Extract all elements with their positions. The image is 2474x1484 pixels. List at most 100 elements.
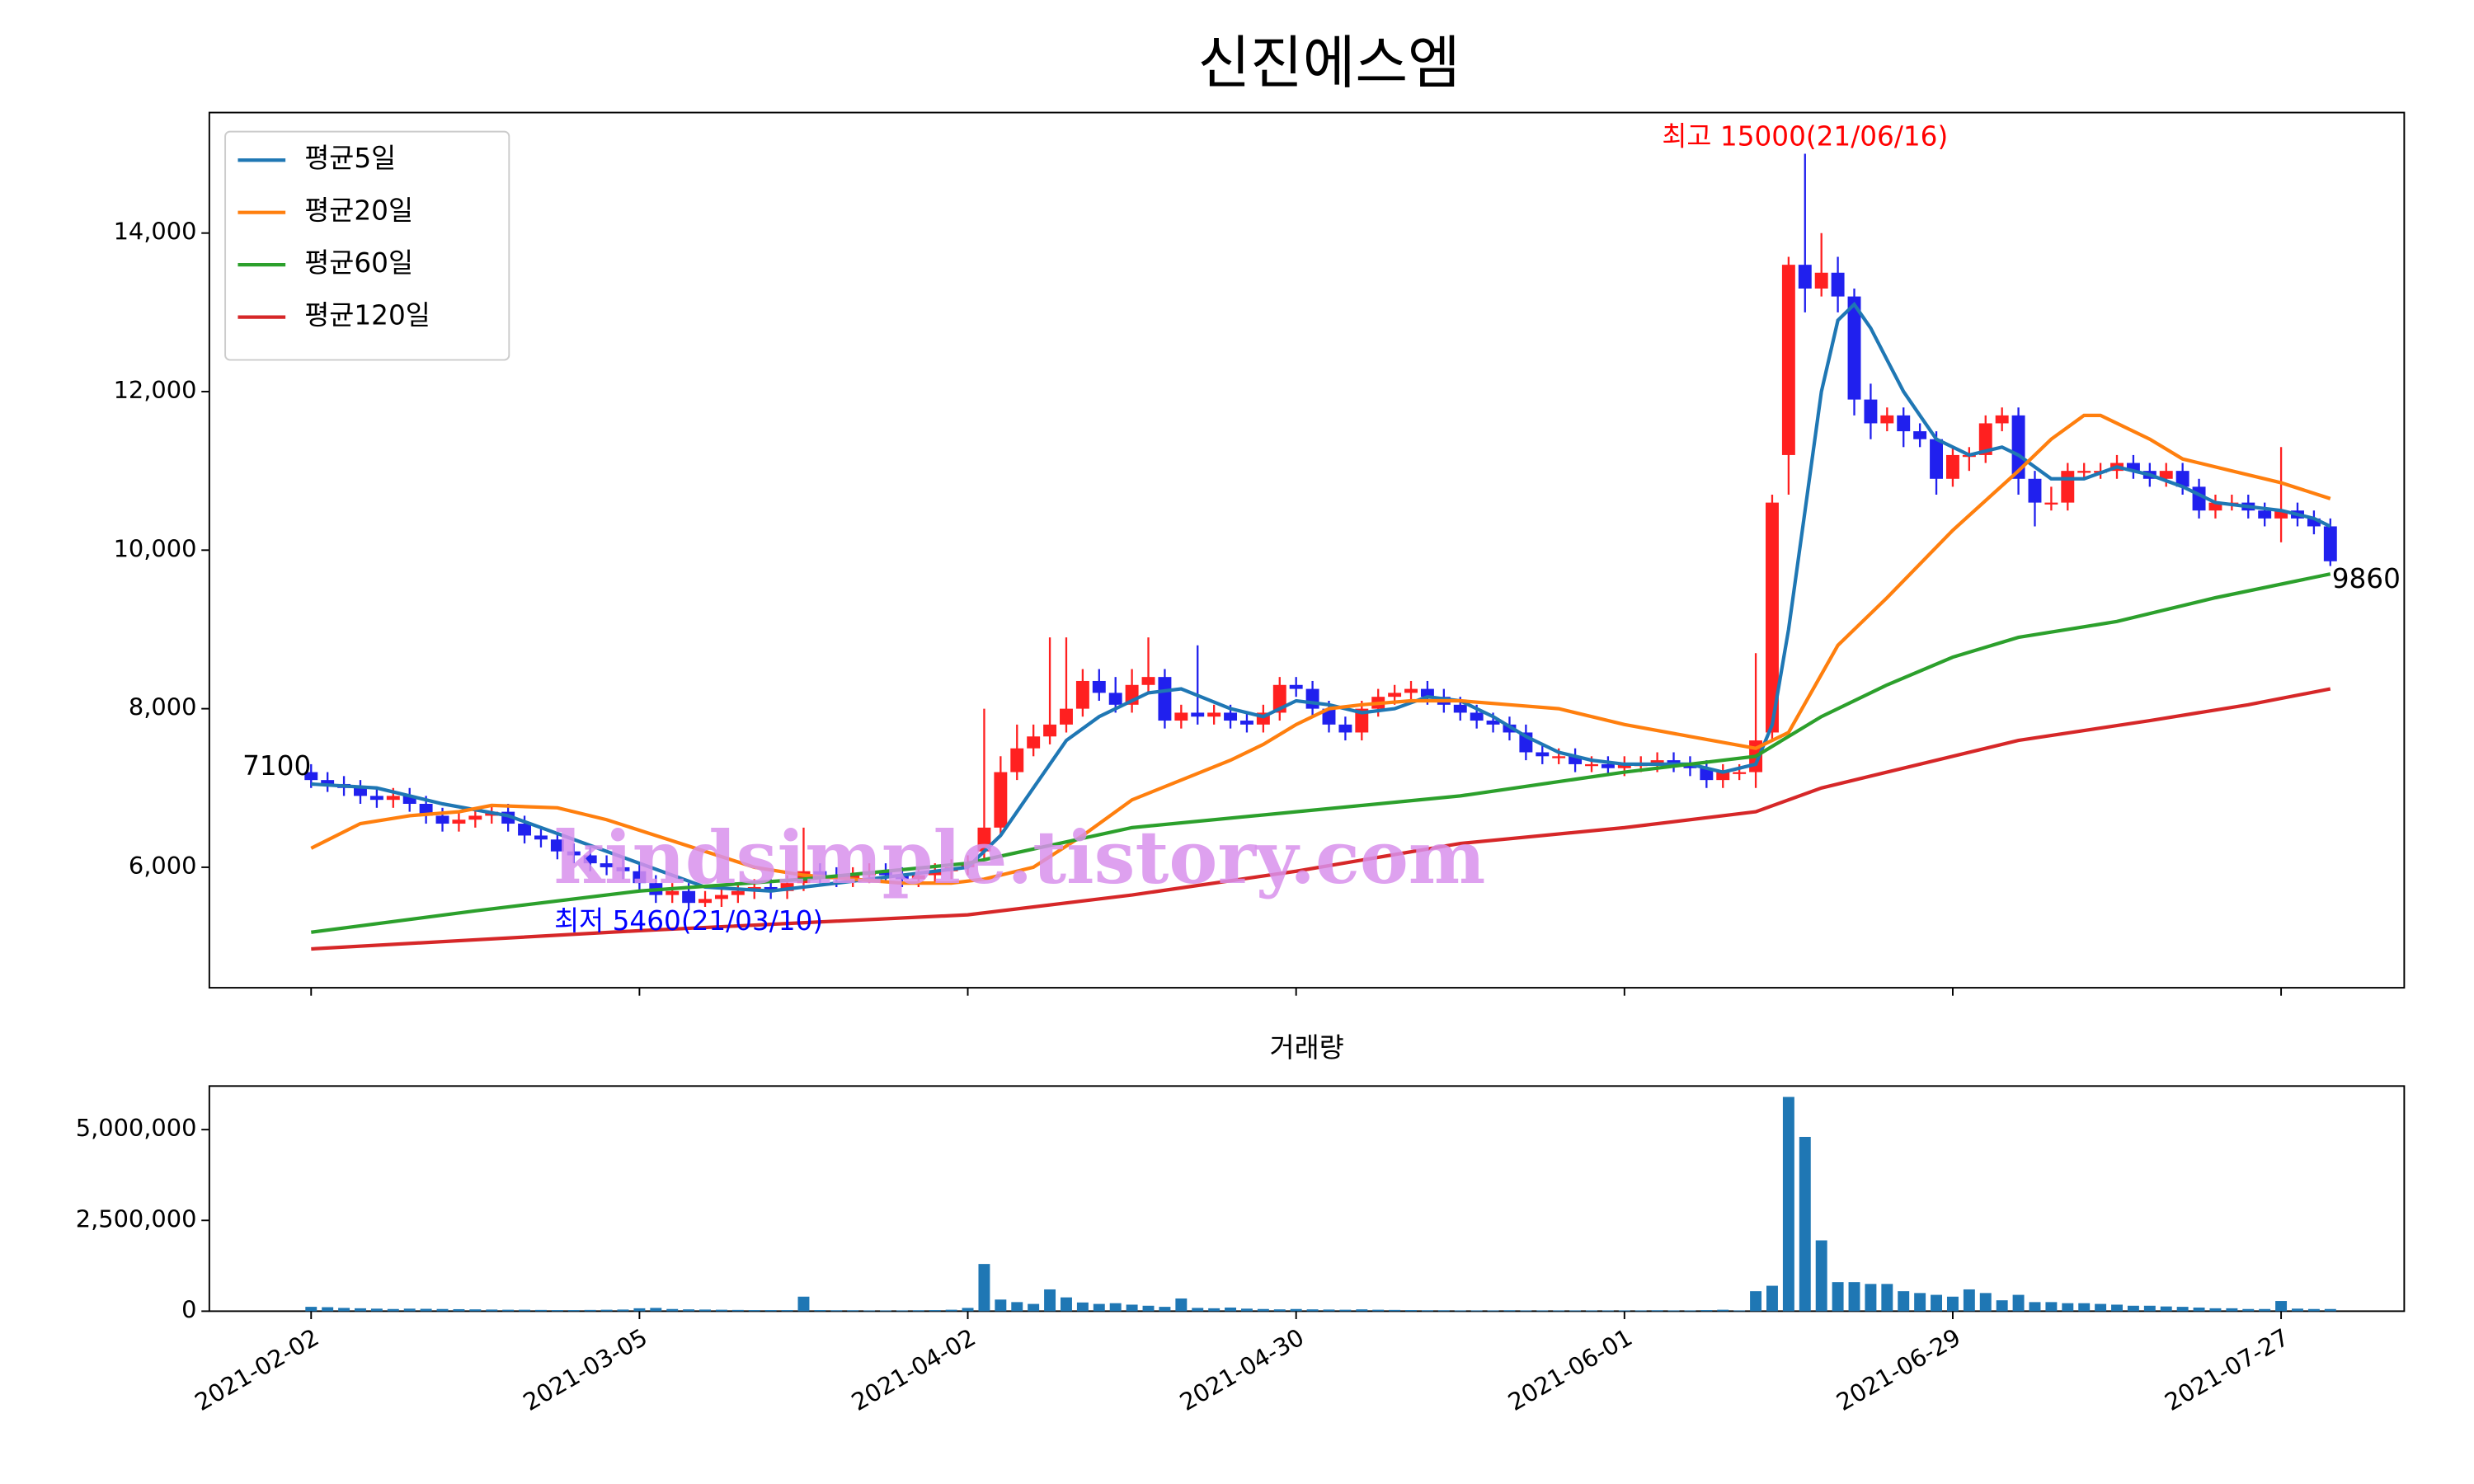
y-tick-label: 5,000,000: [76, 1114, 197, 1142]
candle-body: [1781, 265, 1795, 455]
candle-body: [1060, 708, 1073, 725]
candle-body: [1141, 677, 1155, 685]
y-tick-label: 14,000: [114, 218, 197, 246]
legend-label: 평균120일: [304, 300, 430, 331]
candle-body: [1798, 265, 1812, 289]
candle-body: [1453, 704, 1467, 713]
candle-body: [764, 886, 778, 891]
annotation: 최저 5460(21/03/10): [554, 905, 823, 937]
volume-bar: [1979, 1293, 1992, 1312]
candle-body: [518, 824, 532, 836]
candle-body: [1092, 680, 1106, 693]
candle-body: [1864, 399, 1878, 424]
volume-bar: [1126, 1304, 1138, 1312]
candle-body: [2028, 478, 2042, 503]
candle-body: [1831, 272, 1845, 297]
candle-body: [1355, 708, 1369, 733]
candle-body: [567, 851, 581, 856]
candle-body: [1322, 708, 1336, 725]
candle-body: [1995, 415, 2009, 424]
volume-bar: [403, 1308, 416, 1312]
volume-bar: [1667, 1310, 1680, 1312]
candle-body: [616, 866, 630, 871]
candle-body: [550, 839, 564, 852]
volume-bar: [1717, 1309, 1729, 1312]
volume-bar: [1963, 1289, 1975, 1312]
volume-bar: [617, 1309, 629, 1312]
candle-body: [1470, 712, 1484, 721]
volume-bar: [1881, 1284, 1893, 1312]
volume-bar: [748, 1310, 760, 1312]
volume-bar: [1487, 1310, 1499, 1312]
volume-bar: [764, 1310, 777, 1312]
candle-body: [1847, 296, 1861, 400]
volume-bar: [1865, 1284, 1877, 1312]
candle-body: [2077, 471, 2091, 473]
ma-line: [311, 301, 2331, 893]
candle-body: [633, 871, 647, 884]
candle-body: [2044, 502, 2058, 505]
volume-bar: [1273, 1309, 1286, 1312]
volume-bar: [2160, 1306, 2172, 1312]
volume-bar: [1142, 1305, 1155, 1312]
candle-body: [731, 890, 745, 895]
volume-bar: [814, 1310, 826, 1312]
annotation: 9860: [2332, 563, 2401, 594]
volume-bar: [1208, 1308, 1221, 1312]
volume-bar: [683, 1309, 695, 1312]
candle-body: [1897, 415, 1911, 432]
volume-bar: [502, 1309, 515, 1312]
volume-bar: [1339, 1309, 1352, 1312]
candle-body: [666, 890, 680, 895]
volume-bar: [1914, 1293, 1926, 1312]
y-tick-label: 2,500,000: [76, 1205, 197, 1233]
volume-bar: [1356, 1309, 1368, 1312]
volume-bar: [1240, 1308, 1253, 1312]
volume-bar: [2095, 1303, 2107, 1312]
legend-box: [224, 130, 510, 361]
candle-body: [1617, 763, 1631, 768]
candle-body: [402, 796, 416, 804]
volume-bar: [2062, 1303, 2074, 1312]
legend-label: 평균20일: [304, 195, 413, 227]
volume-bar: [650, 1308, 662, 1312]
volume-bar: [387, 1308, 399, 1312]
candle-body: [1667, 760, 1681, 764]
volume-bar: [1782, 1097, 1794, 1312]
watermark: kindsimple.tistory.com: [554, 815, 1486, 900]
volume-bar: [633, 1308, 646, 1312]
volume-bar: [797, 1296, 810, 1312]
volume-bar: [1931, 1294, 1943, 1312]
candle-body: [1601, 763, 1615, 768]
volume-bar: [1290, 1308, 1302, 1312]
volume-bar: [1569, 1310, 1582, 1312]
volume-bar: [534, 1309, 547, 1312]
candle-body: [714, 895, 728, 899]
volume-bar: [781, 1310, 793, 1312]
candle-body: [1536, 752, 1550, 757]
volume-bar: [355, 1308, 366, 1312]
volume-bar: [2127, 1305, 2139, 1312]
candle-body: [2307, 518, 2321, 527]
candle-body: [1010, 748, 1024, 773]
volume-bar: [1109, 1303, 1122, 1312]
candle-body: [2274, 510, 2288, 519]
volume-bar: [2226, 1308, 2238, 1312]
candle-body: [452, 819, 466, 824]
volume-bar: [995, 1299, 1007, 1312]
candle-body: [1338, 724, 1352, 733]
volume-title: 거래량: [1270, 1032, 1344, 1064]
volume-bar: [1159, 1307, 1171, 1312]
candle-body: [1027, 736, 1041, 749]
volume-bar: [1602, 1310, 1614, 1312]
candle-body: [846, 875, 860, 880]
volume-bar: [945, 1309, 957, 1312]
volume-bar: [1766, 1285, 1778, 1312]
candle-body: [879, 871, 892, 876]
candle-body: [2061, 471, 2075, 503]
candle-body: [1289, 684, 1303, 689]
volume-bar: [1651, 1310, 1663, 1312]
candle-body: [994, 772, 1008, 828]
volume-bar: [1503, 1310, 1516, 1312]
candle-body: [780, 883, 794, 891]
